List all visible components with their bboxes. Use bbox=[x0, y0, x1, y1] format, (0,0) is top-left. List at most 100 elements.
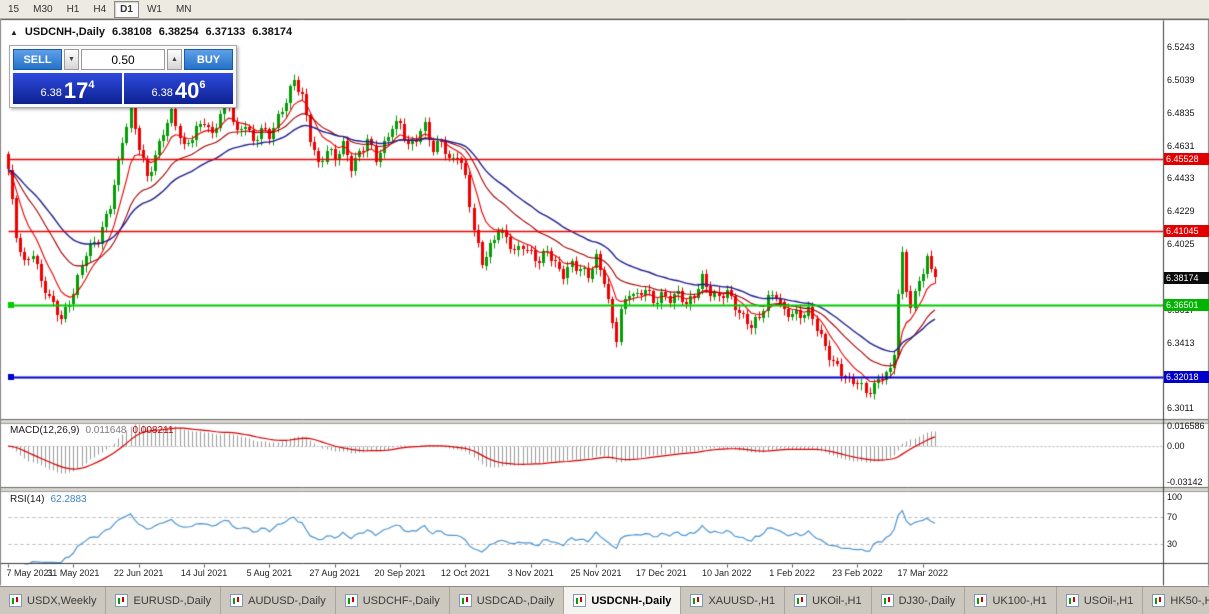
trade-panel-quotes: 6.38 17 4 6.38 40 6 bbox=[13, 73, 233, 104]
tab-label: USDX,Weekly bbox=[27, 594, 97, 607]
date-axis-label: 17 Dec 2021 bbox=[635, 568, 687, 578]
timeframe-button-d1[interactable]: D1 bbox=[114, 0, 139, 18]
price-axis-label: 6.3011 bbox=[1167, 403, 1194, 414]
price-axis-badge: 6.38174 bbox=[1164, 271, 1209, 284]
sell-price-base: 6.38 bbox=[40, 87, 62, 99]
chart-tab-audusd-daily[interactable]: AUDUSD-,Daily bbox=[221, 587, 336, 614]
ohlc-high: 6.38254 bbox=[158, 26, 199, 38]
chart-icon-bar-down bbox=[122, 597, 125, 602]
buy-price-base: 6.38 bbox=[151, 87, 173, 99]
chart-tab-eurusd-daily[interactable]: EURUSD-,Daily bbox=[106, 587, 222, 614]
chart-icon bbox=[458, 594, 472, 607]
chart-icon bbox=[794, 594, 808, 607]
sell-button[interactable]: SELL bbox=[13, 49, 62, 70]
chart-icon-bar-up bbox=[1068, 598, 1071, 604]
rsi-name: RSI(14) bbox=[10, 494, 45, 505]
chart-tab-dj30-daily[interactable]: DJ30-,Daily bbox=[871, 587, 966, 614]
date-axis-label: 20 Sep 2021 bbox=[374, 568, 426, 578]
chart-icon-bar-up bbox=[347, 598, 350, 604]
chart-tab-xauusd-h1[interactable]: XAUUSD-,H1 bbox=[681, 587, 786, 614]
tab-label: USDCHF-,Daily bbox=[362, 594, 440, 607]
buy-quote-button[interactable]: 6.38 40 6 bbox=[124, 73, 233, 104]
timeframe-button-h4[interactable]: H4 bbox=[93, 3, 107, 15]
tab-label: USDCNH-,Daily bbox=[591, 594, 672, 607]
chart-icon bbox=[9, 594, 22, 607]
chart-icon-bar-down bbox=[801, 597, 804, 602]
chart-icon-bar-up bbox=[461, 598, 464, 604]
volume-spinner-up-icon[interactable]: ▲ bbox=[167, 49, 182, 70]
chart-title: ▲ USDCNH-,Daily 6.38108 6.38254 6.37133 … bbox=[10, 26, 292, 38]
volume-input[interactable] bbox=[81, 49, 165, 70]
price-axis-label: 6.4631 bbox=[1167, 141, 1195, 152]
date-axis-label: 5 Aug 2021 bbox=[246, 568, 293, 578]
chart-tab-uk100-h1[interactable]: UK100-,H1 bbox=[965, 587, 1057, 614]
macd-axis-label: -0.03142 bbox=[1167, 477, 1203, 487]
chart-icon bbox=[1152, 594, 1166, 607]
date-axis-label: 25 Nov 2021 bbox=[570, 568, 622, 578]
timeframe-button-m30[interactable]: M30 bbox=[33, 3, 53, 15]
price-axis-label: 6.3413 bbox=[1167, 338, 1195, 349]
sell-quote-button[interactable]: 6.38 17 4 bbox=[13, 73, 122, 104]
timeframe-button-w1[interactable]: W1 bbox=[146, 3, 162, 15]
tab-label: UKOil-,H1 bbox=[812, 594, 862, 607]
chart-icon-bar-down bbox=[981, 597, 984, 602]
timeframe-button-15[interactable]: 15 bbox=[8, 3, 20, 15]
price-axis-label: 6.5039 bbox=[1167, 75, 1195, 86]
timeframe-button-h1[interactable]: H1 bbox=[66, 3, 80, 15]
sell-price-pips: 17 bbox=[63, 78, 89, 104]
chart-icon-bar-down bbox=[887, 597, 890, 602]
date-axis-label: 17 Mar 2022 bbox=[897, 568, 949, 578]
date-axis-label: 31 May 2021 bbox=[47, 568, 100, 578]
chart-tab-usoil-h1[interactable]: USOil-,H1 bbox=[1056, 587, 1144, 614]
price-axis-label: 6.4025 bbox=[1167, 239, 1195, 250]
chart-tab-usdcnh-daily[interactable]: USDCNH-,Daily bbox=[564, 587, 682, 614]
collapse-trade-panel-icon[interactable]: ▲ bbox=[10, 27, 18, 37]
date-axis-label: 10 Jan 2022 bbox=[701, 568, 752, 578]
chart-icon-bar-up bbox=[12, 598, 14, 604]
sell-price-point: 4 bbox=[88, 79, 95, 91]
ohlc-open: 6.38108 bbox=[112, 26, 152, 38]
chart-icon-bar-up bbox=[977, 598, 980, 604]
macd-axis-label: 0.00 bbox=[1167, 441, 1185, 452]
rsi-axis-label: 100 bbox=[1167, 492, 1183, 503]
tab-label: XAUUSD-,H1 bbox=[708, 594, 776, 607]
chart-icon-bar-down bbox=[1072, 597, 1075, 602]
chart-icon bbox=[690, 594, 704, 607]
tab-label: DJ30-,Daily bbox=[898, 594, 956, 607]
macd-axis-label: 0.016586 bbox=[1167, 421, 1205, 432]
chart-tab-ukoil-h1[interactable]: UKOil-,H1 bbox=[785, 587, 872, 614]
price-axis-badge: 6.32018 bbox=[1164, 371, 1209, 384]
chart-icon-bar-down bbox=[237, 597, 240, 602]
chart-icon bbox=[1065, 594, 1079, 607]
price-axis-label: 6.4433 bbox=[1167, 173, 1195, 184]
chart-icon-bar-down bbox=[1159, 597, 1162, 602]
chart-tab-usdx-weekly[interactable]: USDX,Weekly bbox=[0, 587, 107, 614]
chart-icon-bar-down bbox=[16, 597, 18, 602]
date-axis-label: 3 Nov 2021 bbox=[507, 568, 554, 578]
chart-tab-usdcad-daily[interactable]: USDCAD-,Daily bbox=[449, 587, 565, 614]
chart-icon-bar-up bbox=[883, 598, 886, 604]
price-axis-label: 6.4229 bbox=[1167, 206, 1195, 217]
price-axis-badge: 6.41045 bbox=[1164, 225, 1209, 238]
price-axis-badge: 6.36501 bbox=[1164, 298, 1209, 311]
chart-icon-bar-up bbox=[797, 598, 800, 604]
volume-dropdown-icon[interactable]: ▼ bbox=[64, 49, 79, 70]
buy-button[interactable]: BUY bbox=[184, 49, 233, 70]
chart-icon-bar-up bbox=[576, 598, 579, 604]
tab-label: AUDUSD-,Daily bbox=[248, 594, 326, 607]
chart-tab-hk50-h1[interactable]: HK50-,H1 bbox=[1143, 587, 1209, 614]
tab-label: USOil-,H1 bbox=[1083, 594, 1134, 607]
price-axis-label: 6.5243 bbox=[1167, 42, 1195, 53]
macd-indicator-label: MACD(12,26,9) 0.011648 0.008211 bbox=[10, 425, 173, 436]
macd-main-value: 0.011648 bbox=[85, 425, 127, 436]
chart-icon bbox=[880, 594, 894, 607]
tab-label: USDCAD-,Daily bbox=[476, 594, 555, 607]
chart-icon-bar-up bbox=[1155, 598, 1158, 604]
date-axis-label: 7 May 2021 bbox=[6, 568, 54, 578]
chart-tab-usdchf-daily[interactable]: USDCHF-,Daily bbox=[335, 587, 450, 614]
ohlc-close: 6.38174 bbox=[252, 26, 293, 38]
chart-icon bbox=[230, 594, 244, 607]
timeframe-button-mn[interactable]: MN bbox=[175, 3, 192, 15]
rsi-axis-label: 70 bbox=[1167, 512, 1178, 523]
date-axis-label: 12 Oct 2021 bbox=[440, 568, 490, 578]
